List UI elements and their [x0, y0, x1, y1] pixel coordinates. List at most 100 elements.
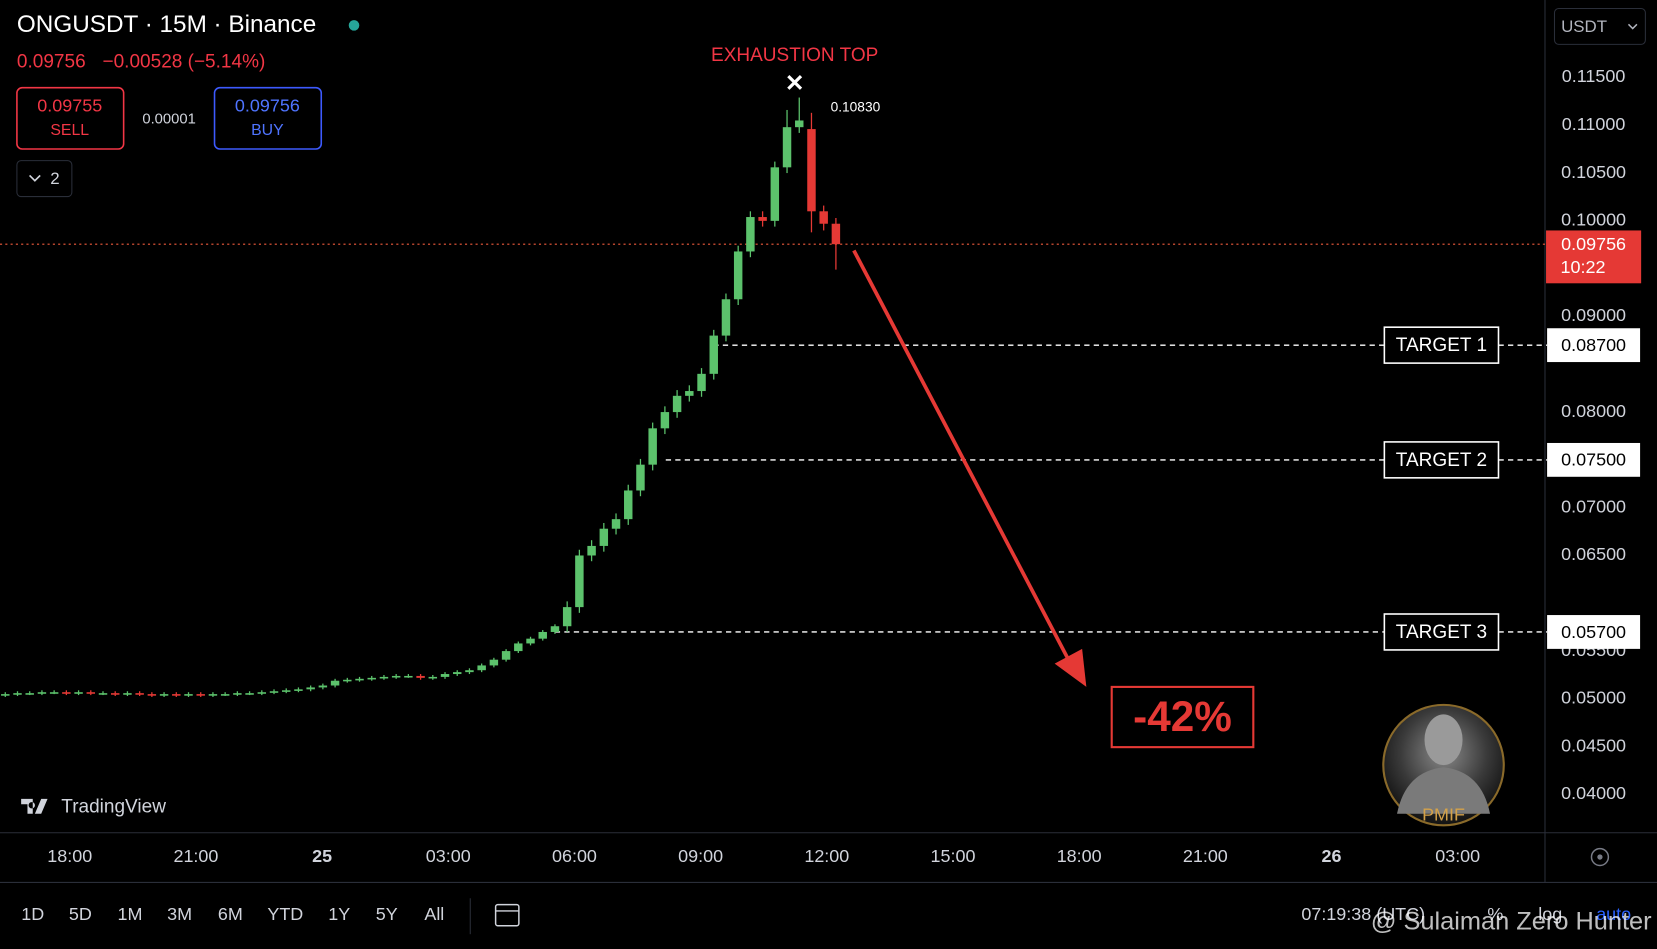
candle-body [233, 693, 242, 695]
buy-label[interactable]: BUY [251, 122, 284, 139]
log-toggle[interactable]: log [1538, 904, 1562, 924]
candle-body [538, 631, 547, 639]
target-price-tag [1547, 328, 1641, 363]
candle-body [220, 694, 230, 696]
candle-body [611, 519, 621, 529]
candle-body [343, 679, 352, 682]
buy-button[interactable]: 0.09756 BUY [213, 86, 323, 150]
x-tick-label: 03:00 [426, 846, 471, 866]
candle-body [355, 678, 364, 681]
indicators-count[interactable]: 2 [50, 169, 59, 188]
down-arrow [852, 249, 1072, 663]
candle-body [37, 692, 47, 694]
range-button[interactable]: 5Y [376, 904, 398, 924]
axis-settings[interactable] [1590, 847, 1610, 867]
candle-body [135, 693, 144, 695]
percent-toggle[interactable]: % [1487, 904, 1503, 924]
candle-body [159, 694, 169, 696]
candle-body [831, 223, 841, 245]
logo-icon [21, 798, 48, 814]
candle-body [330, 680, 340, 686]
spread: 0.00001 [142, 111, 195, 127]
range-button[interactable]: YTD [267, 904, 303, 924]
candle-body [245, 693, 254, 695]
chevron-icon[interactable] [1627, 23, 1638, 30]
logo-text: TradingView [61, 796, 166, 817]
currency-selector[interactable]: USDT [1553, 7, 1646, 45]
candle-body [807, 129, 816, 212]
target-label: TARGET 3 [1396, 622, 1487, 643]
candle-body [110, 693, 120, 695]
calendar-button[interactable] [494, 903, 520, 927]
exhaustion-label: EXHAUSTION TOP [711, 45, 878, 66]
candle-body [318, 685, 328, 688]
sell-button[interactable]: 0.09755 SELL [16, 86, 125, 150]
candle-body [672, 395, 682, 413]
candle-body [62, 692, 71, 694]
header-price: 0.09756 [17, 51, 86, 72]
candle-body [379, 676, 389, 679]
candle-body [721, 299, 731, 336]
candle-body [440, 674, 450, 677]
candle-body [648, 428, 657, 465]
y-tick-label: 0.10000 [1561, 210, 1626, 230]
range-button[interactable]: 6M [218, 904, 243, 924]
settings-ring[interactable] [1590, 847, 1610, 867]
settings-dot[interactable] [1597, 854, 1603, 860]
target-price-label: 0.08700 [1561, 335, 1626, 355]
candle-body [733, 251, 743, 300]
range-button[interactable]: 3M [167, 904, 192, 924]
badge: PMIF [1382, 703, 1505, 827]
candle-body [709, 335, 718, 374]
x-tick-label: 12:00 [804, 846, 849, 866]
range-button[interactable]: 1D [21, 904, 44, 924]
target-price-tag [1547, 615, 1641, 649]
candle-body [49, 692, 59, 694]
chevron-icon[interactable] [28, 174, 41, 182]
buy-price[interactable]: 0.09756 [235, 95, 300, 115]
auto-toggle[interactable]: auto [1596, 904, 1631, 924]
tradingview-logo: TradingView [21, 796, 166, 817]
sell-label[interactable]: SELL [50, 122, 89, 139]
x-tick-label: 15:00 [931, 846, 976, 866]
range-button[interactable]: All [424, 904, 444, 924]
indicators-box[interactable] [16, 160, 73, 198]
y-tick-label: 0.06500 [1561, 544, 1626, 564]
range-button[interactable]: 1Y [328, 904, 350, 924]
indicators-toggle[interactable]: 2 [16, 160, 73, 198]
candle-body [599, 528, 609, 546]
peak-label: 0.10830 [831, 99, 881, 114]
currency-label[interactable]: USDT [1561, 17, 1607, 36]
y-tick-label: 0.09000 [1561, 305, 1626, 325]
sell-box[interactable] [16, 86, 125, 150]
calendar-icon[interactable] [494, 903, 520, 927]
candle-body [660, 412, 670, 429]
move-label: -42% [1133, 693, 1232, 740]
target-price-label: 0.07500 [1561, 450, 1626, 470]
range-button[interactable]: 5D [69, 904, 92, 924]
sell-price[interactable]: 0.09755 [37, 95, 102, 115]
target-price-label: 0.05700 [1561, 622, 1626, 642]
candle-body [74, 692, 83, 694]
candle-body [13, 693, 22, 695]
candle-body [746, 217, 755, 252]
candle-body [123, 693, 132, 695]
currency-box[interactable] [1553, 7, 1646, 45]
target-box [1383, 326, 1500, 364]
watermark: @ Sulaiman Zero Hunter [1371, 907, 1652, 935]
y-tick-label: 0.08000 [1561, 401, 1626, 421]
candle-body [269, 691, 279, 693]
candle-body [782, 127, 792, 168]
last-price-tag [1546, 230, 1642, 284]
y-tick-label: 0.11500 [1562, 66, 1626, 86]
candle-body [562, 607, 572, 627]
range-button[interactable]: 1M [118, 904, 143, 924]
candle-body [1, 694, 10, 696]
candle-body [685, 391, 694, 396]
candle-body [636, 464, 645, 491]
y-tick-label: 0.05000 [1561, 688, 1626, 708]
buy-box[interactable] [213, 86, 323, 150]
x-tick-label: 26 [1322, 846, 1342, 866]
candle-body [98, 693, 108, 695]
